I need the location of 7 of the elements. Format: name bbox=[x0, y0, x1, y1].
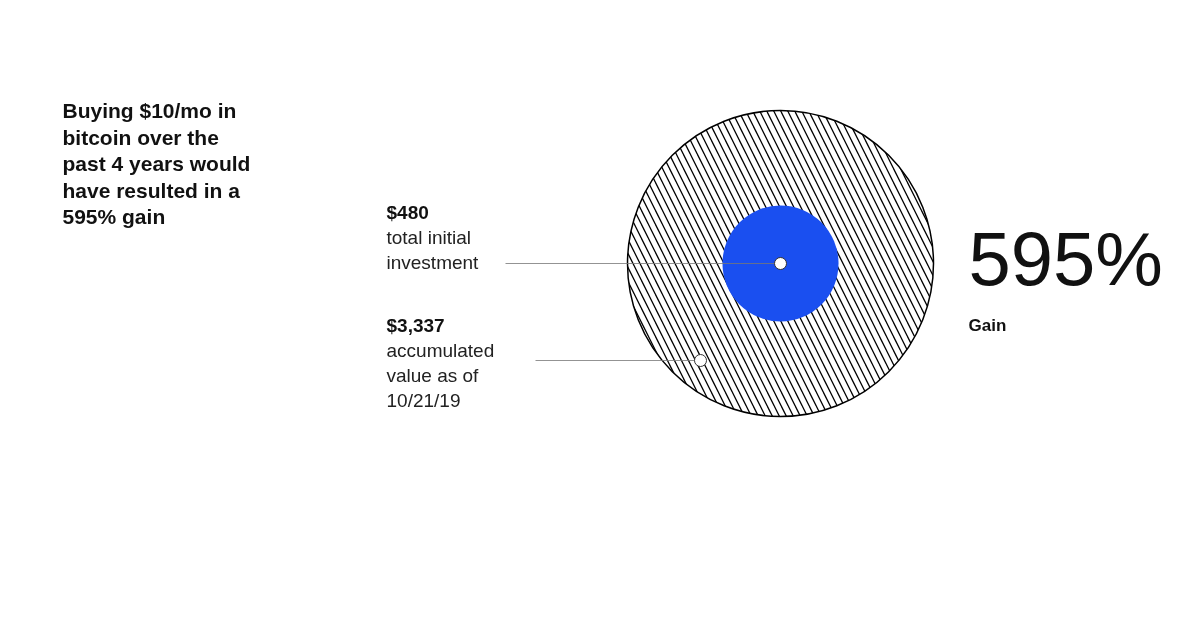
data-label: $3,337 bbox=[386, 315, 445, 336]
text: 595% bbox=[968, 216, 1163, 301]
category-label: total initial investment bbox=[386, 227, 480, 273]
data-label: $480 bbox=[386, 202, 429, 223]
text: Buying $10/mo in bitcoin over the past 4 years would have resulted in a 595% gain bbox=[62, 99, 251, 228]
text: Gain bbox=[968, 316, 1007, 335]
category-label: accumulated value as of 10/21/19 bbox=[386, 340, 495, 411]
